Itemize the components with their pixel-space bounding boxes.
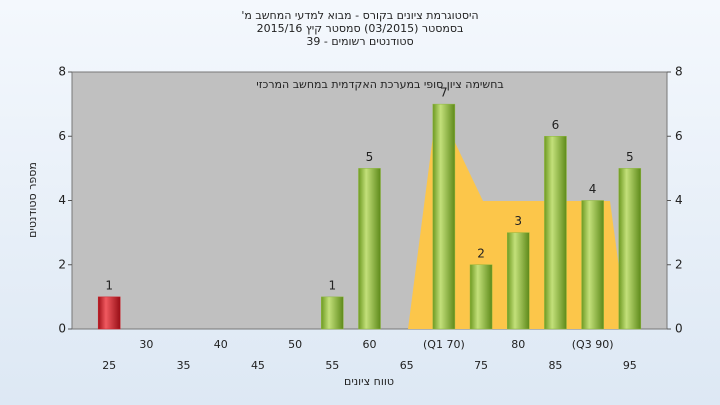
- x-tick-label: (Q1 70): [423, 338, 465, 351]
- value-label: 1: [105, 278, 113, 292]
- y2-tick-label: 2: [675, 257, 683, 271]
- y-tick-label: 4: [58, 193, 66, 207]
- x-tick-label: 30: [139, 338, 153, 351]
- x-tick-label: 75: [474, 359, 488, 372]
- value-label: 5: [366, 150, 374, 164]
- bar: [544, 136, 567, 330]
- x-tick-label: 60: [363, 338, 377, 351]
- value-label: 1: [328, 278, 336, 292]
- bar: [321, 296, 344, 330]
- value-label: 6: [552, 118, 560, 132]
- x-tick-label: (Q3 90): [572, 338, 614, 351]
- bar: [358, 168, 381, 330]
- y-tick-label: 0: [58, 322, 66, 336]
- value-label: 5: [626, 150, 634, 164]
- bar: [97, 296, 121, 330]
- y2-tick-label: 4: [675, 193, 683, 207]
- annotation: בחשימה ציון סופי במערכת האקדמית במחשב המ…: [256, 78, 503, 91]
- y-tick-label: 2: [58, 257, 66, 271]
- y2-tick-label: 0: [675, 322, 683, 336]
- x-tick-label: 40: [214, 338, 228, 351]
- bar: [469, 264, 493, 330]
- bar: [432, 103, 456, 330]
- quartile-area: [408, 105, 622, 329]
- y-tick-label: 6: [58, 129, 66, 143]
- x-tick-label: 95: [623, 359, 637, 372]
- y-axis-label: מספר סטודנטים: [26, 162, 39, 238]
- x-tick-label: 35: [177, 359, 191, 372]
- value-label: 7: [440, 86, 448, 100]
- x-tick-label: 85: [548, 359, 562, 372]
- x-tick-label: 55: [325, 359, 339, 372]
- bar: [618, 168, 642, 330]
- y2-tick-label: 6: [675, 129, 683, 143]
- x-tick-label: 50: [288, 338, 302, 351]
- value-label: 3: [514, 214, 522, 228]
- bar: [507, 232, 530, 330]
- title-line: בסמסטר (03/2015) סמסטר קיץ 2015/16: [257, 22, 464, 35]
- x-tick-label: 45: [251, 359, 265, 372]
- y-tick-label: 8: [58, 65, 66, 79]
- x-axis-label: טווח ציונים: [344, 375, 394, 388]
- value-label: 4: [589, 182, 597, 196]
- value-label: 2: [477, 246, 485, 260]
- title-line: 'היסטוגרמת ציונים בקורס - מבוא למדעי המח…: [241, 9, 478, 22]
- x-tick-label: 80: [511, 338, 525, 351]
- title-line: סטודנטים רשומים - 39: [306, 35, 413, 48]
- bar: [581, 200, 604, 330]
- x-tick-label: 65: [400, 359, 414, 372]
- y2-tick-label: 8: [675, 65, 683, 79]
- x-tick-label: 25: [102, 359, 116, 372]
